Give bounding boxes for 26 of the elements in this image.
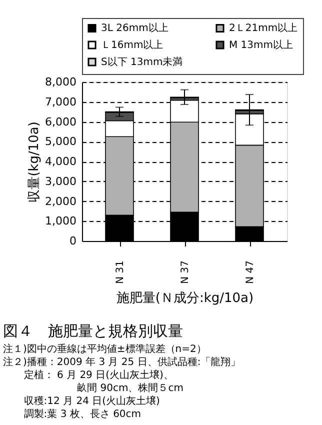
text: 定植： 6 月 29 日(火山灰土壌)、 bbox=[24, 369, 174, 381]
y-tick-label: 3,000 bbox=[45, 174, 76, 188]
text: 調製:葉 3 枚、長さ 60cm bbox=[24, 408, 142, 420]
text: 図４ 施肥量と規格別収量 bbox=[3, 322, 183, 340]
y-tick-label: 4,000 bbox=[45, 155, 76, 168]
legend-label: S以下 13mm未満 bbox=[101, 56, 183, 68]
y-axis-title: 収量(kg/10a) bbox=[27, 122, 42, 202]
y-tick-label: 6,000 bbox=[45, 115, 76, 128]
y-tick-label: 1,000 bbox=[45, 214, 76, 228]
x-tick-label: N 37 bbox=[180, 260, 191, 284]
y-tick-label: 5,000 bbox=[45, 135, 76, 148]
x-tick-label: N 47 bbox=[245, 260, 256, 284]
text: 収穫:12 月 24 日(火山灰土壌) bbox=[24, 395, 160, 407]
x-tick-label: N 31 bbox=[115, 260, 126, 284]
legend-label: M 13mm以上 bbox=[229, 39, 294, 51]
legend-label: 2Ｌ21mm以上 bbox=[229, 22, 298, 34]
y-tick-label: 0 bbox=[70, 234, 76, 248]
y-tick-label: 7,000 bbox=[45, 95, 76, 108]
legend-label: Ｌ16mm以上 bbox=[101, 39, 164, 51]
y-tick-label: 8,000 bbox=[45, 76, 76, 88]
text: 畝間 90cm、株間５cm bbox=[77, 382, 184, 394]
text: 注１)図中の垂線は平均値±標準誤差（n=2） bbox=[3, 343, 206, 355]
x-axis-title: 施肥量(Ｎ成分:kg/10a) bbox=[116, 290, 254, 306]
y-tick-label: 2,000 bbox=[45, 194, 76, 208]
legend-label: 3L 26mm以上 bbox=[101, 22, 168, 34]
text: 注２)播種：2009 年 3 月 25 日、供試品種:「龍翔」 bbox=[3, 356, 241, 368]
